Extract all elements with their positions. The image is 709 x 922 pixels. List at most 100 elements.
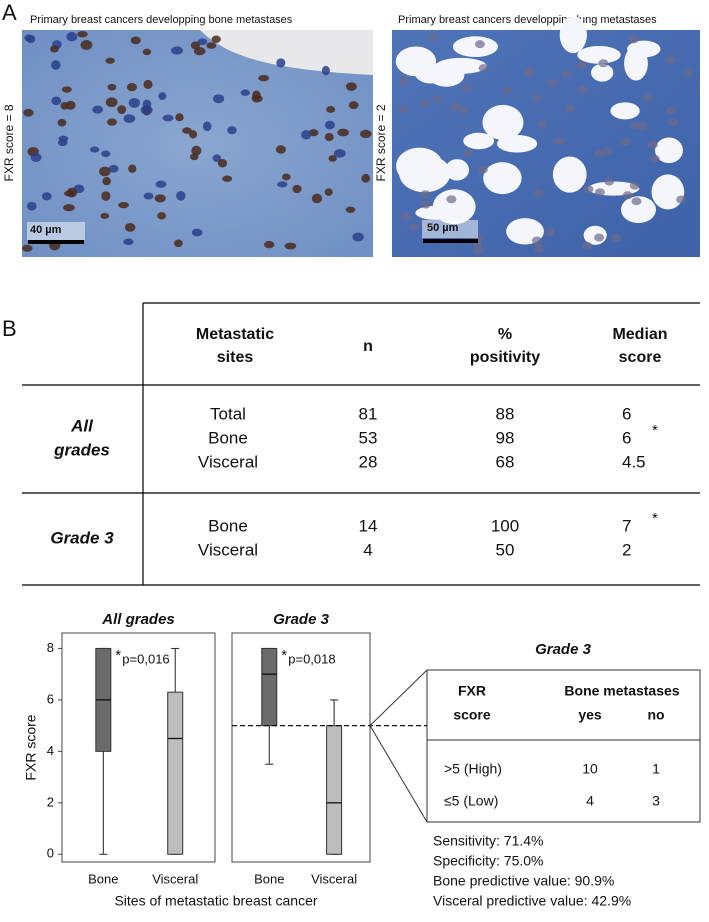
nucleus: [352, 232, 364, 242]
column-header: Bone metastases: [564, 683, 679, 699]
nucleus: [217, 159, 228, 168]
cell: 4: [363, 540, 372, 559]
nucleus: [683, 68, 694, 77]
nucleus: [117, 105, 127, 115]
group-label: All: [70, 416, 94, 435]
lumen: [452, 36, 498, 58]
cell: 50: [496, 540, 515, 559]
nucleus: [401, 212, 412, 221]
nucleus: [602, 147, 613, 156]
nucleus: [582, 241, 593, 250]
nucleus: [398, 105, 409, 114]
nucleus: [583, 185, 594, 194]
cell: 98: [496, 428, 515, 447]
nucleus: [126, 83, 137, 92]
x-tick-label: Bone: [254, 871, 284, 886]
nucleus: [191, 145, 202, 156]
nucleus: [534, 244, 545, 253]
nucleus: [173, 239, 183, 248]
lumen: [399, 154, 451, 193]
cell: 10: [582, 761, 598, 777]
nucleus: [560, 70, 571, 79]
nucleus: [631, 197, 642, 206]
nucleus: [50, 45, 59, 53]
cell: 14: [359, 516, 378, 535]
lumen: [591, 63, 614, 82]
lumen: [620, 196, 657, 224]
nucleus: [124, 222, 136, 232]
scale-bg: [422, 220, 478, 238]
nucleus: [251, 95, 263, 103]
nucleus: [191, 228, 203, 237]
nucleus: [102, 177, 111, 186]
nucleus: [433, 95, 444, 104]
nucleus: [92, 105, 104, 114]
nucleus: [30, 153, 42, 162]
column-header: Median: [612, 326, 667, 343]
cell: 3: [652, 793, 660, 809]
lumen: [655, 137, 683, 164]
annotation: p=0,016: [122, 651, 169, 666]
nucleus: [333, 149, 346, 158]
nucleus: [158, 92, 167, 101]
nucleus: [321, 65, 330, 76]
lumen: [627, 40, 661, 58]
x-tick-label: Bone: [88, 871, 118, 886]
side-label: FXR score = 2: [374, 104, 388, 181]
nucleus: [523, 68, 534, 77]
annotation-star: *: [281, 647, 287, 664]
nucleus: [106, 118, 117, 126]
nucleus: [66, 187, 78, 198]
cell: 53: [359, 428, 378, 447]
nucleus: [324, 132, 334, 142]
nucleus: [140, 105, 153, 115]
nucleus: [61, 86, 72, 93]
statistic: Sensitivity: 71.4%: [433, 833, 544, 849]
chart-title: All grades: [101, 611, 175, 628]
nucleus: [26, 201, 37, 211]
nucleus: [621, 137, 632, 146]
contingency-title: Grade 3: [535, 641, 592, 658]
lumen: [559, 16, 587, 54]
nucleus: [107, 83, 117, 91]
lumen: [463, 132, 495, 150]
nucleus: [474, 40, 485, 49]
cell: Bone: [208, 428, 248, 447]
column-header: Metastatic: [196, 326, 274, 343]
nucleus: [143, 79, 153, 90]
cell: 28: [359, 452, 378, 471]
x-tick-label: Visceral: [311, 871, 357, 886]
nucleus: [142, 48, 152, 56]
nucleus: [533, 188, 544, 197]
lumen: [552, 156, 587, 193]
statistic: Bone predictive value: 90.9%: [433, 873, 614, 889]
lumen: [482, 104, 524, 140]
nucleus: [419, 99, 430, 108]
nucleus: [275, 145, 286, 154]
cell: 7: [622, 516, 631, 535]
nucleus: [478, 64, 489, 73]
nucleus: [604, 177, 615, 186]
y-tick-label: 0: [47, 846, 54, 861]
lumen: [415, 205, 457, 220]
nucleus: [532, 93, 543, 102]
lumen: [651, 174, 685, 210]
nucleus: [189, 130, 198, 139]
nucleus: [461, 83, 472, 92]
nucleus: [176, 190, 186, 201]
nucleus: [222, 175, 233, 182]
nucleus: [154, 194, 166, 203]
nucleus: [90, 146, 100, 153]
nucleus: [630, 121, 641, 130]
nucleus: [449, 102, 460, 111]
panel-label: A: [2, 0, 17, 25]
nucleus: [638, 122, 649, 131]
nucleus: [668, 118, 679, 127]
lumen: [445, 159, 470, 181]
nucleus: [326, 105, 336, 113]
nucleus: [162, 114, 174, 122]
statistic: Specificity: 75.0%: [433, 853, 544, 869]
micrograph-bg: [200, 30, 373, 75]
nucleus: [182, 127, 192, 134]
note: *: [652, 510, 658, 527]
